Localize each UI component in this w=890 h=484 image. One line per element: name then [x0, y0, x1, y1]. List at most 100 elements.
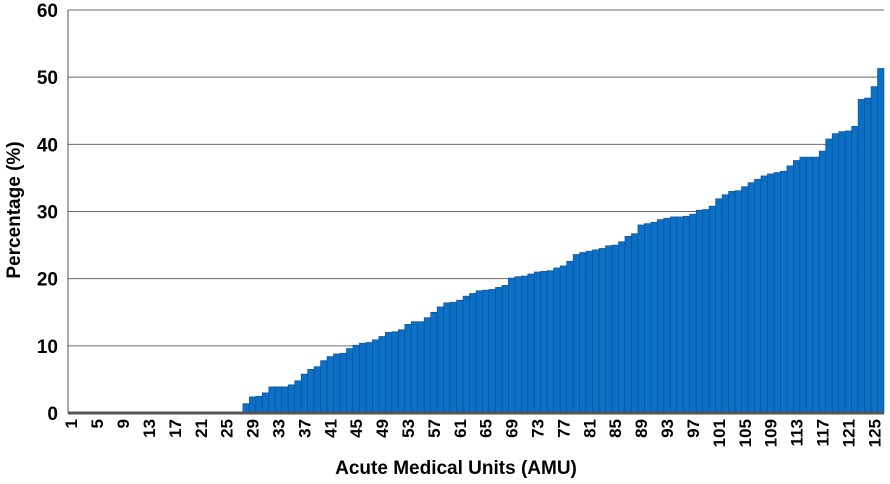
bar-amu-89 [637, 224, 645, 414]
bar-amu-63 [469, 293, 477, 414]
bar-amu-107 [754, 178, 762, 414]
bar-amu-104 [734, 190, 742, 414]
bar-amu-111 [780, 170, 788, 414]
bar-amu-71 [521, 275, 529, 414]
y-tick-labels: 0 10 20 30 40 50 60 [37, 1, 58, 425]
bar-amu-35 [287, 384, 295, 414]
bar-amu-42 [333, 353, 341, 414]
x-tick-label: 109 [762, 419, 781, 447]
bar-amu-61 [456, 299, 464, 414]
bar-amu-100 [708, 205, 716, 414]
bar-amu-118 [825, 138, 833, 414]
x-tick-label: 49 [373, 419, 392, 438]
y-tick-label: 0 [47, 404, 58, 425]
bar-amu-67 [495, 287, 503, 414]
bar-amu-82 [592, 249, 600, 414]
bar-amu-113 [793, 160, 801, 414]
bar-amu-98 [695, 209, 703, 414]
bar-amu-95 [676, 216, 684, 414]
bar-amu-81 [585, 250, 593, 414]
x-tick-label: 65 [477, 419, 496, 438]
x-tick-label: 53 [399, 419, 418, 438]
x-tick-label: 21 [192, 419, 211, 438]
bar-amu-78 [566, 260, 574, 414]
x-tick-label: 17 [166, 419, 185, 438]
bar-amu-86 [618, 241, 626, 414]
bar-amu-88 [631, 233, 639, 414]
bar-amu-55 [417, 321, 425, 414]
bar-amu-51 [391, 331, 399, 414]
bar-amu-124 [864, 97, 872, 414]
bar-amu-76 [553, 267, 561, 414]
x-tick-label: 105 [736, 419, 755, 447]
bar-amu-56 [423, 317, 431, 414]
bar-amu-59 [443, 302, 451, 414]
bar-amu-40 [320, 360, 328, 414]
bar-amu-121 [844, 130, 852, 414]
bar-amu-93 [663, 217, 671, 414]
x-tick-label: 9 [114, 419, 133, 428]
bar-amu-66 [488, 289, 496, 414]
bars [242, 68, 885, 414]
bar-amu-120 [838, 131, 846, 414]
bar-amu-116 [812, 156, 820, 414]
bar-amu-60 [449, 301, 457, 414]
bar-amu-117 [818, 150, 827, 414]
bar-amu-53 [404, 324, 412, 414]
bar-amu-119 [831, 133, 839, 414]
bar-amu-65 [482, 289, 490, 414]
bar-amu-84 [605, 245, 613, 414]
y-tick-label: 60 [37, 1, 58, 22]
bar-amu-106 [747, 182, 755, 414]
x-tick-label: 13 [140, 419, 159, 438]
x-tick-label: 1 [62, 419, 81, 428]
bar-amu-38 [307, 369, 315, 414]
bar-amu-96 [682, 215, 691, 414]
bar-amu-72 [527, 273, 535, 414]
x-tick-label: 57 [425, 419, 444, 438]
bar-amu-52 [397, 329, 406, 414]
bar-amu-37 [300, 373, 308, 414]
bar-amu-90 [644, 223, 652, 414]
x-tick-label: 41 [321, 419, 340, 438]
x-tick-label: 33 [270, 419, 289, 438]
bar-amu-50 [385, 332, 393, 414]
x-tick-label: 125 [865, 419, 884, 447]
bar-amu-47 [365, 342, 373, 414]
bar-amu-102 [721, 194, 729, 414]
bar-amu-64 [475, 290, 483, 414]
bar-amu-79 [572, 254, 580, 414]
bar-amu-77 [559, 265, 567, 414]
x-tick-label: 37 [295, 419, 314, 438]
x-tick-label: 113 [788, 419, 807, 446]
x-tick-label: 25 [218, 419, 237, 438]
x-tick-label: 69 [503, 419, 522, 438]
bar-amu-39 [313, 366, 321, 414]
bar-amu-36 [294, 380, 302, 414]
bar-amu-110 [773, 172, 781, 414]
x-axis-title: Acute Medical Units (AMU) [335, 458, 577, 479]
bar-amu-58 [436, 306, 444, 414]
bar-amu-91 [650, 221, 658, 414]
bar-amu-122 [851, 125, 859, 414]
bar-amu-83 [598, 248, 606, 414]
bar-amu-103 [728, 191, 736, 414]
x-tick-label: 81 [580, 419, 599, 438]
x-tick-label: 93 [658, 419, 677, 438]
bar-amu-109 [767, 173, 775, 414]
bar-amu-92 [657, 219, 665, 414]
bar-amu-44 [346, 348, 354, 414]
x-tick-label: 121 [839, 419, 858, 447]
x-tick-label: 89 [632, 419, 651, 438]
bar-amu-105 [741, 186, 749, 414]
y-tick-label: 20 [37, 270, 58, 291]
bar-amu-54 [410, 321, 419, 414]
x-tick-label: 77 [554, 419, 573, 438]
bar-amu-108 [760, 175, 768, 414]
x-tick-label: 5 [88, 419, 107, 428]
bar-amu-94 [669, 216, 678, 414]
bar-amu-30 [255, 395, 263, 414]
y-axis-title: Percentage (%) [4, 141, 25, 278]
x-tick-label: 117 [814, 419, 833, 446]
